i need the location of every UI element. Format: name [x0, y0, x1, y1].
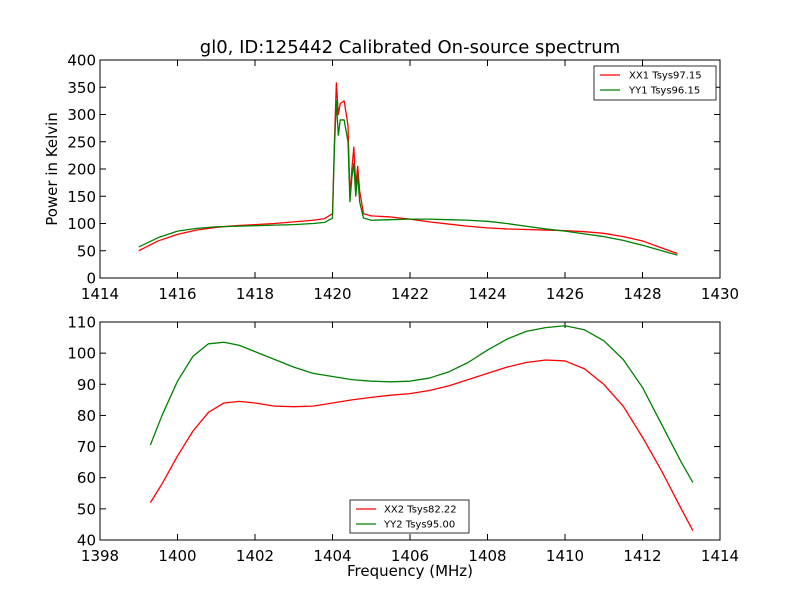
x-tick-label: 1416	[158, 285, 196, 303]
y-tick-label: 100	[67, 345, 96, 363]
y-tick-label: 400	[67, 52, 96, 70]
x-tick-label: 1414	[81, 285, 119, 303]
y-tick-label: 60	[77, 469, 96, 487]
bottom-spectrum-chart: 1398 1400 1402 1404 1406 1408 1410 1412 1414 40 50…	[67, 314, 739, 581]
top-series-lines	[138, 82, 678, 256]
series-line-yy1	[138, 100, 678, 256]
y-tick-label: 40	[77, 532, 96, 550]
legend-label-yy1: YY1 Tsys96.15	[628, 86, 700, 97]
x-tick-label: 1412	[623, 547, 661, 565]
top-plot-frame	[99, 59, 721, 279]
y-axis-label: Power in Kelvin	[43, 112, 61, 226]
bottom-axis-ticks: 1398 1400 1402 1404 1406 1408 1410 1412 1414 40 50…	[67, 314, 739, 566]
x-tick-label: 1426	[546, 285, 584, 303]
x-tick-label: 1420	[313, 285, 351, 303]
x-tick-label: 1404	[313, 547, 351, 565]
x-tick-label: 1402	[236, 547, 274, 565]
x-tick-label: 1428	[623, 285, 661, 303]
y-tick-label: 100	[67, 215, 96, 233]
legend-label-xx1: XX1 Tsys97.15	[629, 71, 702, 82]
series-line-xx2	[149, 359, 694, 531]
top-spectrum-chart: gl0, ID:125442 Calibrated On-source spec…	[43, 37, 739, 303]
y-tick-label: 90	[77, 376, 96, 394]
legend-label-yy2: YY2 Tsys95.00	[383, 520, 455, 531]
bottom-legend: XX2 Tsys82.22 YY2 Tsys95.00	[349, 499, 470, 534]
series-line-yy2	[149, 325, 694, 483]
top-legend: XX1 Tsys97.15 YY1 Tsys96.15	[593, 65, 717, 101]
y-tick-label: 300	[67, 106, 96, 124]
top-axis-ticks: 1414 1416 1418 1420 1422 1424 1426 1428 1430 0 50 1…	[67, 52, 739, 304]
x-tick-label: 1410	[546, 547, 584, 565]
y-tick-label: 50	[77, 500, 96, 518]
y-tick-label: 350	[67, 79, 96, 97]
x-tick-label: 1430	[701, 285, 739, 303]
x-tick-label: 1414	[701, 547, 739, 565]
legend-label-xx2: XX2 Tsys82.22	[384, 505, 457, 516]
bottom-plot-frame	[99, 321, 721, 541]
bottom-legend-box	[349, 499, 470, 534]
x-tick-label: 1418	[236, 285, 274, 303]
x-tick-label: 1400	[158, 547, 196, 565]
bottom-series-lines	[149, 325, 694, 531]
top-legend-box	[593, 65, 717, 101]
y-tick-label: 50	[77, 242, 96, 260]
y-tick-label: 250	[67, 133, 96, 151]
x-tick-label: 1422	[391, 285, 429, 303]
series-line-xx1	[138, 82, 678, 255]
x-tick-label: 1408	[468, 547, 506, 565]
y-tick-label: 80	[77, 407, 96, 425]
x-tick-label: 1398	[81, 547, 119, 565]
x-tick-label: 1424	[468, 285, 506, 303]
y-tick-label: 150	[67, 188, 96, 206]
chart-title: gl0, ID:125442 Calibrated On-source spec…	[200, 37, 620, 58]
x-tick-label: 1406	[391, 547, 429, 565]
y-tick-label: 70	[77, 438, 96, 456]
x-axis-label: Frequency (MHz)	[347, 562, 473, 580]
y-tick-label: 200	[67, 161, 96, 179]
y-tick-label: 110	[67, 314, 96, 332]
y-tick-label: 0	[86, 270, 96, 288]
